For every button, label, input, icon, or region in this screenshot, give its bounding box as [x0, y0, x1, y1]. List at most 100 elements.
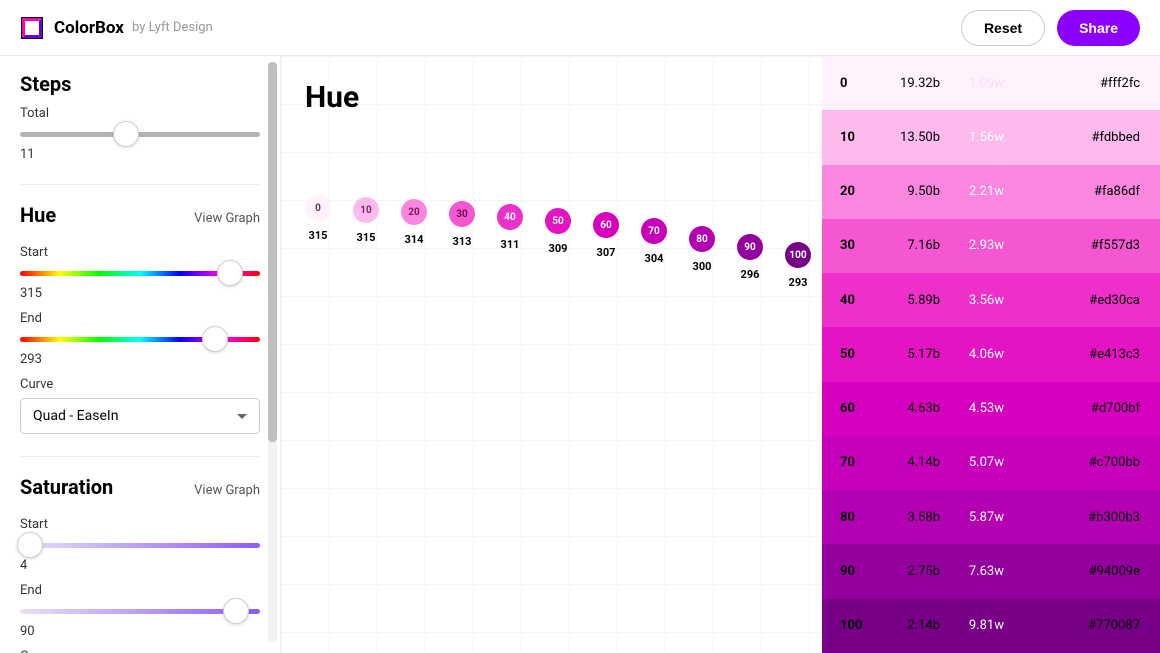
- swatch-step: 80: [840, 510, 876, 525]
- steps-total-value: 11: [20, 147, 260, 162]
- hue-dot-label: 315: [357, 231, 376, 244]
- palette-swatch[interactable]: 704.14b5.07w#c700bb: [822, 436, 1160, 490]
- swatch-contrast-white: 5.07w: [940, 455, 1004, 470]
- hue-start-value: 315: [20, 286, 260, 301]
- hue-curve-label: Curve: [20, 377, 260, 392]
- hue-dot-label: 314: [405, 233, 424, 246]
- hue-dot-circle[interactable]: 50: [545, 208, 571, 234]
- chevron-down-icon: [237, 414, 247, 419]
- hue-dot-label: 309: [549, 242, 568, 255]
- hue-curve-value: Quad - EaseIn: [33, 408, 118, 424]
- sidebar-scroll-thumb[interactable]: [268, 62, 277, 442]
- swatch-contrast-white: 1.09w: [940, 76, 1004, 91]
- swatch-contrast-white: 4.06w: [940, 347, 1004, 362]
- hue-dot-circle[interactable]: 70: [641, 218, 667, 244]
- hue-view-graph[interactable]: View Graph: [194, 211, 260, 226]
- reset-button[interactable]: Reset: [961, 10, 1045, 46]
- swatch-step: 90: [840, 564, 876, 579]
- swatch-hex: #c700bb: [1060, 455, 1140, 470]
- hue-dot-circle[interactable]: 100: [785, 242, 811, 268]
- hue-dot: 90 296: [737, 234, 763, 281]
- brand-name: ColorBox: [54, 18, 124, 38]
- swatch-contrast-white: 2.93w: [940, 238, 1004, 253]
- swatch-hex: #e413c3: [1060, 347, 1140, 362]
- hue-end-slider-thumb[interactable]: [202, 326, 228, 352]
- swatch-contrast-white: 9.81w: [940, 618, 1004, 633]
- swatch-hex: #94009e: [1060, 564, 1140, 579]
- swatch-contrast-black: 5.17b: [876, 347, 940, 362]
- swatch-contrast-white: 1.56w: [940, 130, 1004, 145]
- palette-swatch[interactable]: 902.75b7.63w#94009e: [822, 544, 1160, 598]
- sat-end-label: End: [20, 583, 260, 598]
- swatch-contrast-white: 2.21w: [940, 184, 1004, 199]
- hue-curve-select[interactable]: Quad - EaseIn: [20, 398, 260, 434]
- swatch-step: 30: [840, 238, 876, 253]
- hue-dot-circle[interactable]: 40: [497, 204, 523, 230]
- hue-dot-circle[interactable]: 80: [689, 226, 715, 252]
- sat-start-slider[interactable]: [20, 538, 260, 552]
- hue-dot-circle[interactable]: 10: [353, 197, 379, 223]
- sat-end-value: 90: [20, 624, 260, 639]
- swatch-contrast-black: 3.58b: [876, 510, 940, 525]
- hue-dot-label: 296: [741, 268, 760, 281]
- swatch-step: 70: [840, 455, 876, 470]
- palette-swatch[interactable]: 405.89b3.56w#ed30ca: [822, 273, 1160, 327]
- hue-dot-row: 0315103152031430313403115030960307703048…: [305, 195, 804, 242]
- hue-end-slider[interactable]: [20, 332, 260, 346]
- hue-dot-circle[interactable]: 0: [305, 195, 331, 221]
- swatch-step: 60: [840, 401, 876, 416]
- swatch-contrast-black: 4.63b: [876, 401, 940, 416]
- saturation-view-graph[interactable]: View Graph: [194, 483, 260, 498]
- steps-slider[interactable]: [20, 127, 260, 141]
- palette-swatch[interactable]: 803.58b5.87w #b300b3: [822, 490, 1160, 544]
- canvas: Hue 0 315 10 315 20 314 30 313 40311 50 309 60 307 70…: [281, 56, 822, 653]
- swatch-contrast-black: 2.14b: [876, 618, 940, 633]
- hue-start-label: Start: [20, 245, 260, 260]
- swatch-contrast-black: 7.16b: [876, 238, 940, 253]
- hue-dot: 80 300: [689, 226, 715, 273]
- swatch-contrast-black: 13.50b: [876, 130, 940, 145]
- swatch-hex: #fff2fc: [1060, 76, 1140, 91]
- swatch-contrast-white: 5.87w: [940, 510, 1004, 525]
- hue-dot: 40311: [497, 204, 523, 251]
- hue-dot-circle[interactable]: 20: [401, 199, 427, 225]
- swatch-contrast-black: 19.32b: [876, 76, 940, 91]
- canvas-title: Hue: [305, 80, 804, 115]
- swatch-hex: #ed30ca: [1060, 293, 1140, 308]
- hue-dot: 100293: [785, 242, 811, 289]
- hue-dot-label: 315: [309, 229, 328, 242]
- hue-dot: 70304: [641, 218, 667, 265]
- swatch-step: 10: [840, 130, 876, 145]
- palette-swatch[interactable]: 1002.14b9.81w#770087: [822, 599, 1160, 653]
- hue-dot-circle[interactable]: 30: [449, 201, 475, 227]
- hue-dot-label: 307: [597, 246, 616, 259]
- palette: 019.32b1.09w#fff2fc1013.50b1.56w#fdbbed2…: [822, 56, 1160, 653]
- hue-dot: 0 315: [305, 195, 331, 242]
- hue-dot-label: 300: [693, 260, 712, 273]
- palette-swatch[interactable]: 307.16b2.93w#f557d3: [822, 219, 1160, 273]
- hue-start-slider-thumb[interactable]: [217, 260, 243, 286]
- palette-swatch[interactable]: 209.50b2.21w#fa86df: [822, 165, 1160, 219]
- palette-swatch[interactable]: 604.63b4.53w#d700bf: [822, 382, 1160, 436]
- swatch-hex: #b300b3: [1060, 510, 1140, 525]
- sat-start-slider-thumb[interactable]: [17, 532, 43, 558]
- swatch-contrast-black: 9.50b: [876, 184, 940, 199]
- palette-swatch[interactable]: 019.32b1.09w#fff2fc: [822, 56, 1160, 110]
- share-button[interactable]: Share: [1057, 10, 1140, 46]
- hue-start-slider[interactable]: [20, 266, 260, 280]
- steps-total-label: Total: [20, 106, 260, 121]
- palette-swatch[interactable]: 1013.50b1.56w #fdbbed: [822, 110, 1160, 164]
- sat-end-slider-thumb[interactable]: [223, 598, 249, 624]
- brand-subtitle: by Lyft Design: [132, 20, 213, 35]
- sat-end-slider[interactable]: [20, 604, 260, 618]
- hue-dot-circle[interactable]: 60: [593, 212, 619, 238]
- hue-dot-circle[interactable]: 90: [737, 234, 763, 260]
- hue-dot-label: 313: [453, 235, 472, 248]
- swatch-contrast-black: 5.89b: [876, 293, 940, 308]
- swatch-step: 50: [840, 347, 876, 362]
- swatch-contrast-white: 7.63w: [940, 564, 1004, 579]
- steps-slider-thumb[interactable]: [113, 121, 139, 147]
- palette-swatch[interactable]: 505.17b4.06w #e413c3: [822, 327, 1160, 381]
- hue-dot: 60 307: [593, 212, 619, 259]
- swatch-hex: #fdbbed: [1060, 130, 1140, 145]
